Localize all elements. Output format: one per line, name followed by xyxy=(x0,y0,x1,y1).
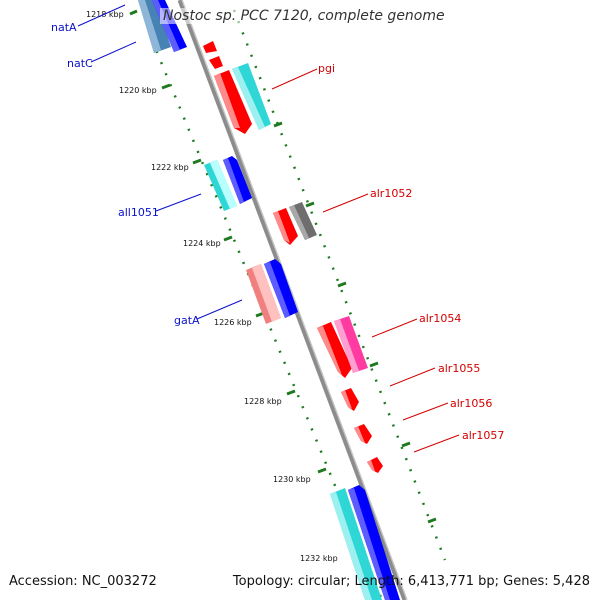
gene-small-red-2[interactable] xyxy=(209,56,223,69)
right-track-dashes xyxy=(273,121,437,524)
tick-label-1220: 1220 kbp xyxy=(119,86,157,95)
label-alr1054: alr1054 xyxy=(371,312,461,338)
label-natC-text: natC xyxy=(67,57,93,70)
label-pgi-text: pgi xyxy=(318,62,335,75)
label-alr1054-text: alr1054 xyxy=(419,312,461,325)
label-alr1056-text: alr1056 xyxy=(450,397,492,410)
gene-alr1056[interactable] xyxy=(354,424,372,444)
gene-alr1055[interactable] xyxy=(341,388,359,411)
tick-label-1224: 1224 kbp xyxy=(183,239,221,248)
gene-gatA-salmon[interactable] xyxy=(246,264,281,324)
gene-natA[interactable] xyxy=(138,0,171,53)
tick-label-1222: 1222 kbp xyxy=(151,163,189,172)
gene-alr1054-pink[interactable] xyxy=(334,316,368,373)
label-natC: natC xyxy=(67,41,137,70)
label-alr1055-text: alr1055 xyxy=(438,362,480,375)
gene-alr1052-gray[interactable] xyxy=(289,202,317,240)
gene-small-red-1[interactable] xyxy=(203,41,217,53)
tick-label-1226: 1226 kbp xyxy=(214,318,252,327)
gene-all1051-cyan[interactable] xyxy=(204,160,237,211)
tick-1222: 1222 kbp xyxy=(151,158,202,172)
label-alr1057-text: alr1057 xyxy=(462,429,504,442)
label-alr1055: alr1055 xyxy=(389,362,480,387)
label-all1051: all1051 xyxy=(118,193,202,219)
label-alr1052-text: alr1052 xyxy=(370,187,412,200)
label-gatA: gatA xyxy=(174,299,243,327)
gene-alr1057[interactable] xyxy=(367,457,383,473)
gene-all1051-blue[interactable] xyxy=(223,156,252,204)
tick-1226: 1226 kbp xyxy=(214,311,265,327)
label-all1051-text: all1051 xyxy=(118,206,159,219)
label-pgi: pgi xyxy=(271,62,335,90)
label-alr1057: alr1057 xyxy=(413,429,504,453)
gene-bottom-cyan[interactable] xyxy=(330,488,382,600)
tick-label-1232: 1232 kbp xyxy=(300,554,338,563)
tick-label-1230: 1230 kbp xyxy=(273,475,311,484)
tick-1230: 1230 kbp xyxy=(273,467,327,484)
label-natA-text: natA xyxy=(51,21,77,34)
label-alr1056: alr1056 xyxy=(402,397,492,421)
genome-summary-text: Topology: circular; Length: 6,413,771 bp… xyxy=(232,574,590,589)
label-alr1052: alr1052 xyxy=(322,187,412,213)
tick-1220: 1220 kbp xyxy=(119,83,171,95)
gene-alr1054-red[interactable] xyxy=(317,322,352,378)
gene-pgi[interactable] xyxy=(214,70,252,134)
map-title: Nostoc sp. PCC 7120, complete genome xyxy=(160,8,448,24)
tick-1224: 1224 kbp xyxy=(183,235,233,248)
label-natA: natA xyxy=(51,4,126,34)
tick-1228: 1228 kbp xyxy=(244,389,296,406)
label-gatA-text: gatA xyxy=(174,314,200,327)
gene-alr1052-red[interactable] xyxy=(273,208,298,245)
tick-label-1228: 1228 kbp xyxy=(244,397,282,406)
genome-backbone-highlight xyxy=(181,0,408,600)
gene-bottom-blue[interactable] xyxy=(348,485,400,600)
gene-gatA-blue[interactable] xyxy=(264,259,298,318)
gene-pgi-cyan[interactable] xyxy=(232,63,271,130)
accession-text: Accession: NC_003272 xyxy=(9,574,157,589)
